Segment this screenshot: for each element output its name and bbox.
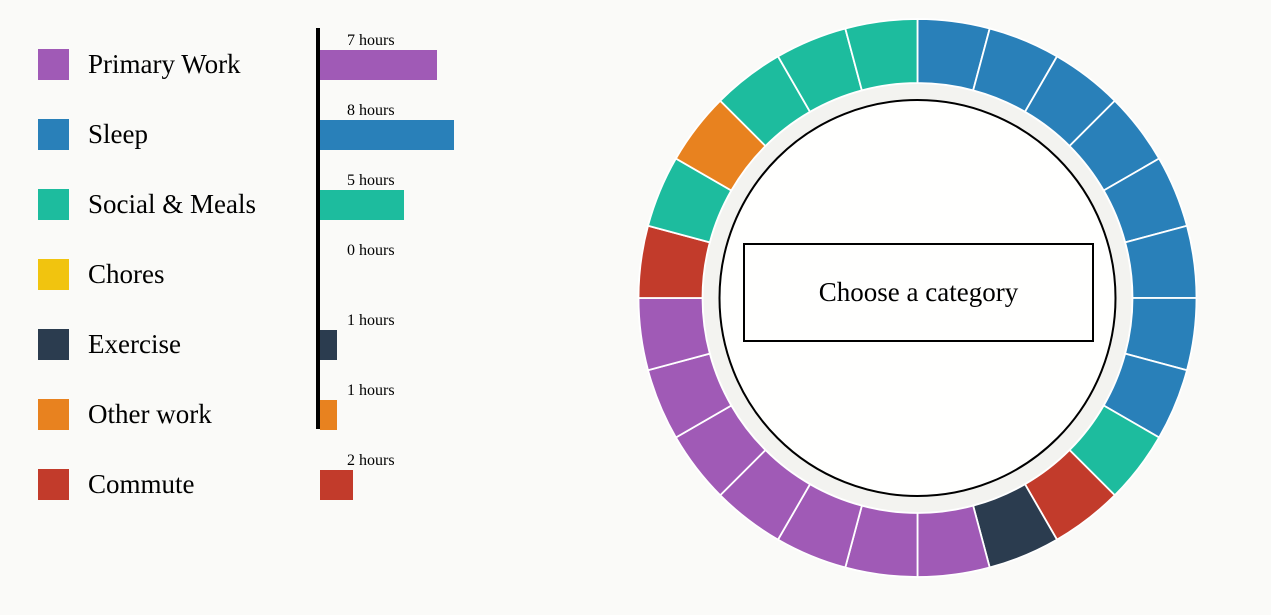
- legend-label-primary-work: Primary Work: [88, 49, 241, 79]
- legend-label-sleep: Sleep: [88, 119, 148, 149]
- bar-chart-axis: [316, 28, 320, 429]
- legend-item-commute[interactable]: Commute: [38, 469, 195, 500]
- bar-exercise: [320, 330, 337, 360]
- bar-value-label: 1 hours: [347, 382, 395, 399]
- legend-swatch-exercise: [38, 329, 69, 360]
- choose-category-box: Choose a category: [743, 243, 1094, 342]
- legend-swatch-other-work: [38, 399, 69, 430]
- bar-commute: [320, 470, 354, 500]
- legend-label-exercise: Exercise: [88, 329, 181, 359]
- donut-segment-hour-23[interactable]: [844, 18, 919, 92]
- bar-value-label: 8 hours: [347, 102, 395, 119]
- bar-value-label: 0 hours: [347, 242, 395, 259]
- donut-ring: [637, 18, 1198, 578]
- choose-category-label: Choose a category: [818, 277, 1019, 307]
- bar-value-label: 1 hours: [347, 312, 395, 329]
- legend-label-chores: Chores: [88, 259, 165, 289]
- bar-other-work: [320, 400, 337, 430]
- legend-swatch-primary-work: [38, 49, 69, 80]
- legend-label-social-meals: Social & Meals: [88, 189, 256, 219]
- legend-item-exercise[interactable]: Exercise: [38, 329, 181, 360]
- legend-label-commute: Commute: [88, 469, 195, 499]
- bar-value-label: 7 hours: [347, 32, 395, 49]
- legend-label-other-work: Other work: [88, 399, 212, 429]
- legend-item-other-work[interactable]: Other work: [38, 399, 212, 430]
- legend-swatch-chores: [38, 259, 69, 290]
- legend-swatch-social-meals: [38, 189, 69, 220]
- legend-item-chores[interactable]: Chores: [38, 259, 165, 290]
- legend-item-primary-work[interactable]: Primary Work: [38, 49, 241, 80]
- bar-value-label: 5 hours: [347, 172, 395, 189]
- legend-swatch-commute: [38, 469, 69, 500]
- legend-item-sleep[interactable]: Sleep: [38, 119, 148, 150]
- bar-sleep: [320, 120, 454, 150]
- legend-item-social-meals[interactable]: Social & Meals: [38, 189, 256, 220]
- bar-value-label: 2 hours: [347, 452, 395, 469]
- bar-social-meals: [320, 190, 404, 220]
- bar-primary-work: [320, 50, 437, 80]
- legend-swatch-sleep: [38, 119, 69, 150]
